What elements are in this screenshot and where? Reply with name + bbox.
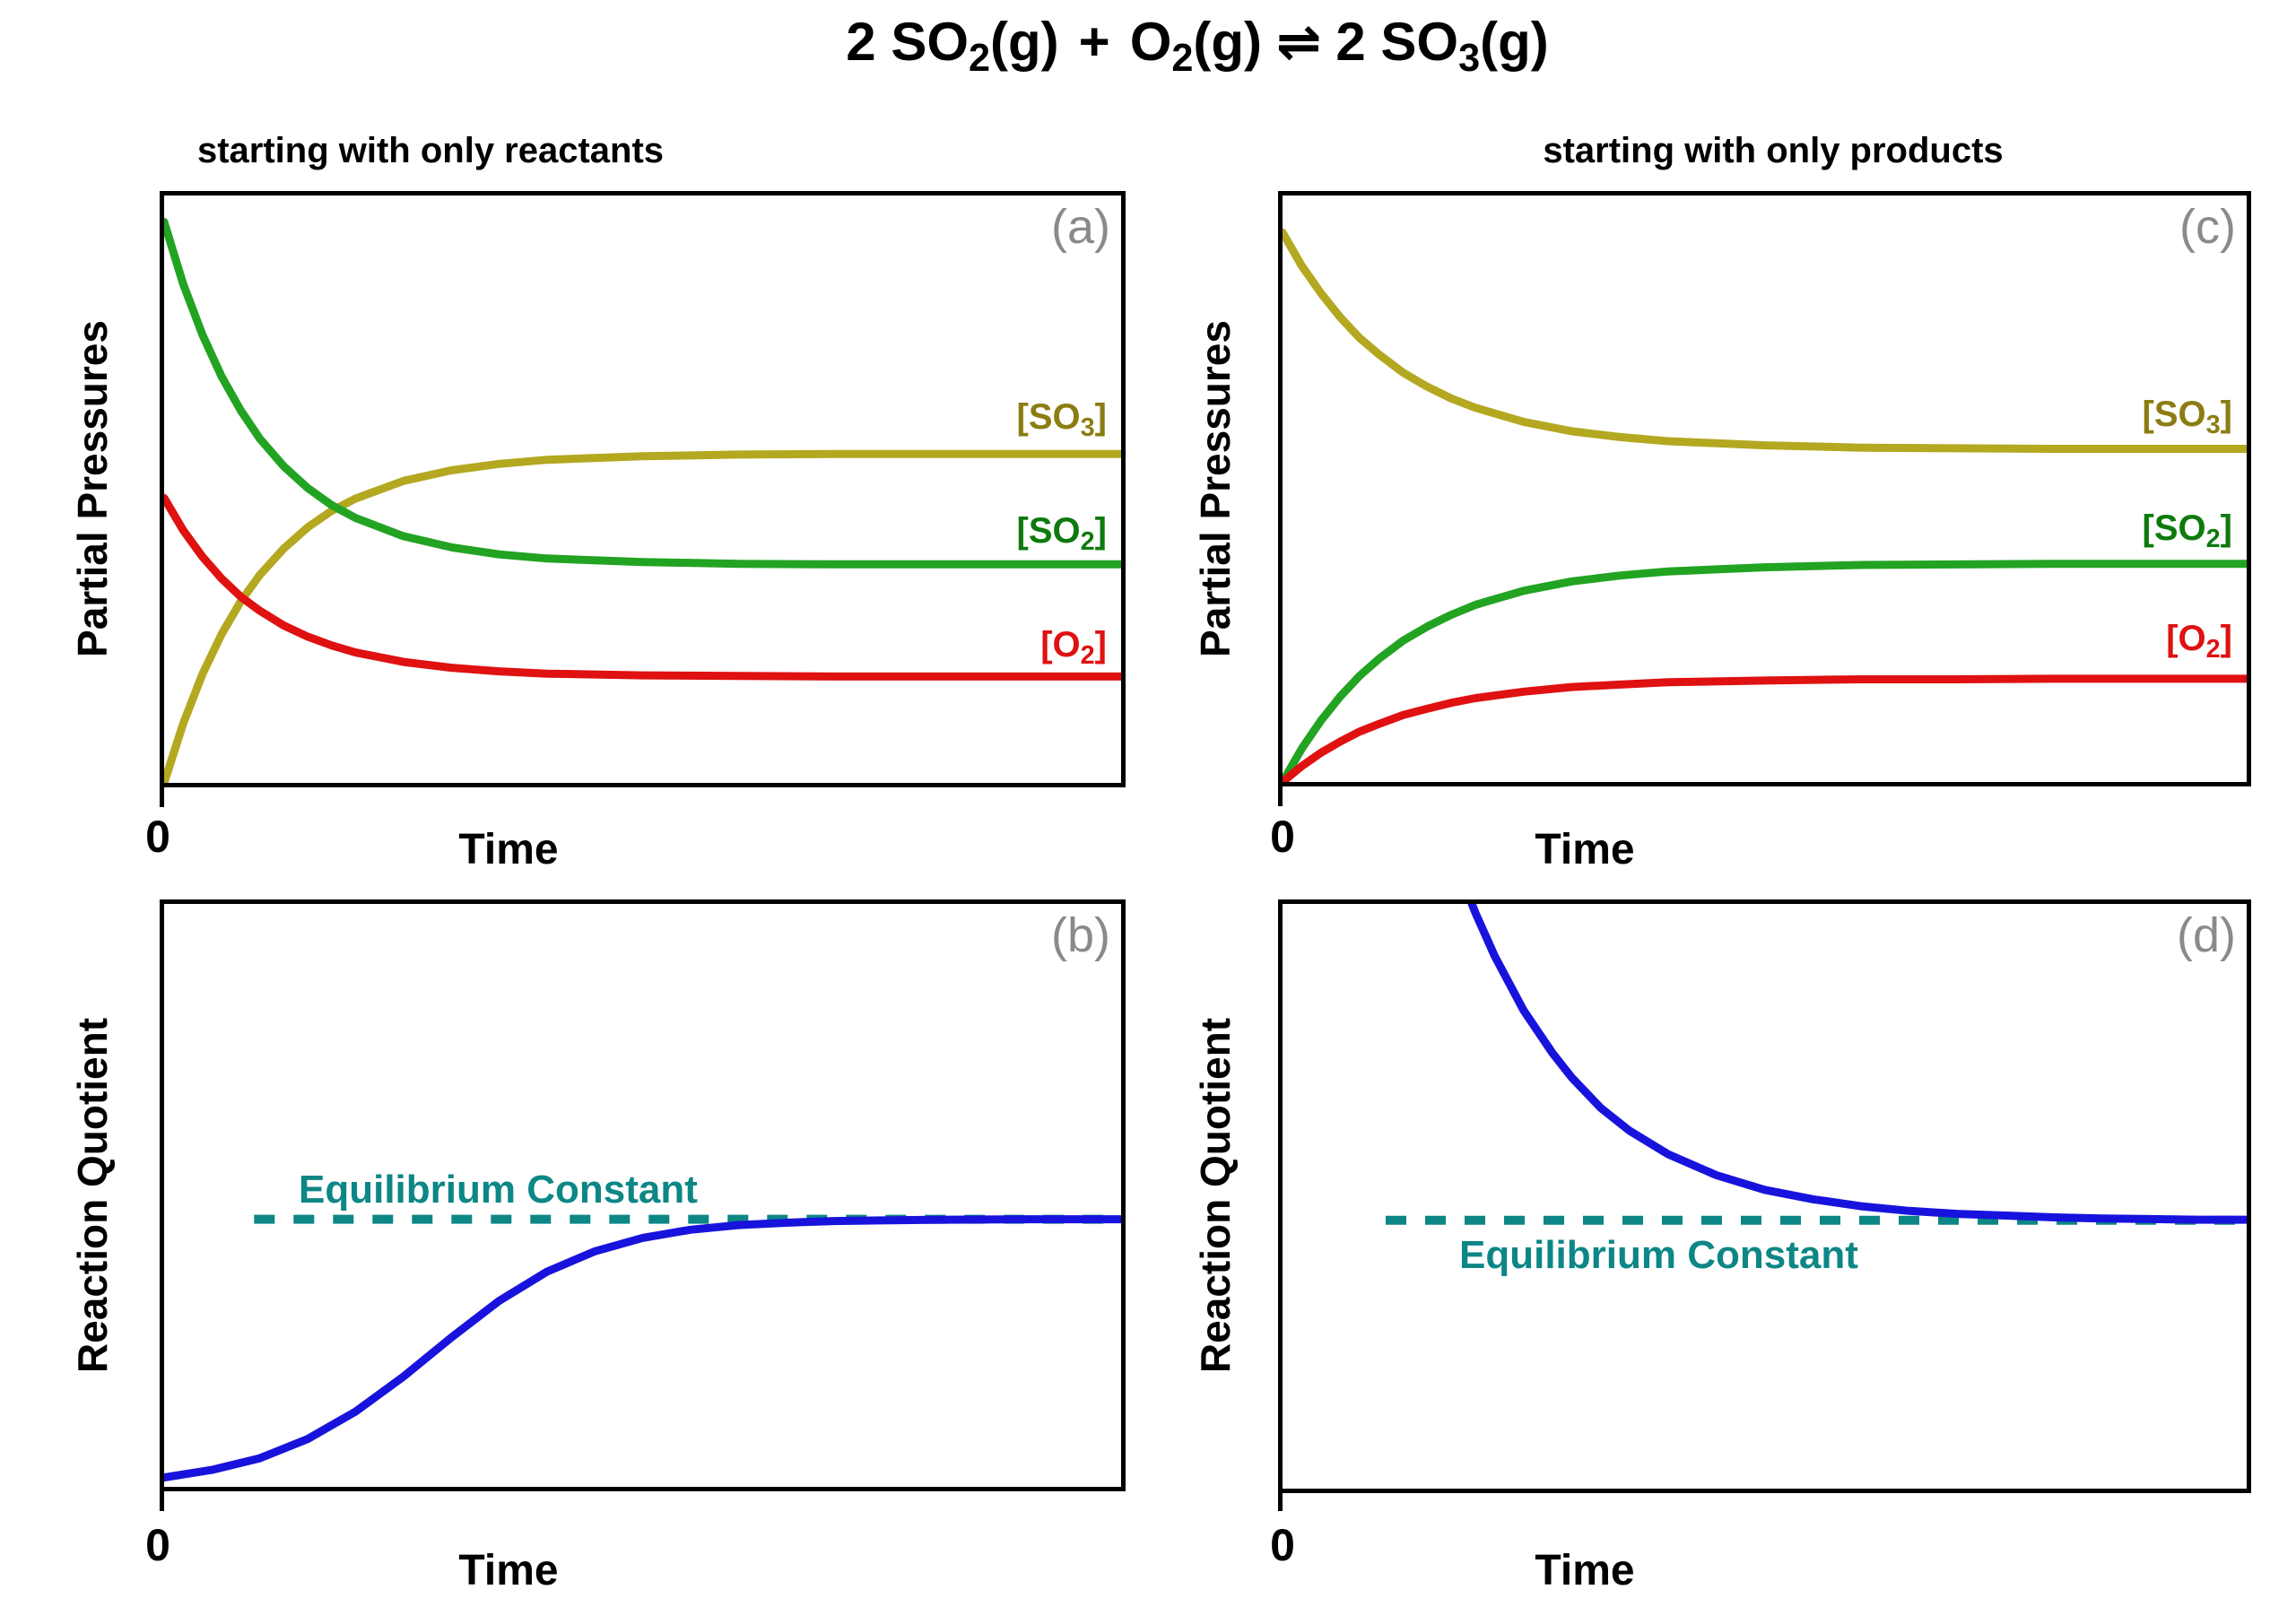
column-title-reactants: starting with only reactants xyxy=(196,131,665,170)
curve-label-text: ] xyxy=(1094,397,1107,437)
panel-marker-c: (c) xyxy=(2179,200,2236,254)
x-axis-origin-tick xyxy=(1278,1490,1283,1511)
curve-label-text: [SO xyxy=(1016,511,1081,551)
curve-label-so3: [SO3] xyxy=(1016,397,1107,440)
curve-label-text: [SO xyxy=(2142,395,2206,434)
plot-b-canvas xyxy=(164,1214,1121,1482)
curve-label-subscript: 3 xyxy=(1080,413,1095,443)
curve-label-text: ] xyxy=(2220,619,2232,658)
x-axis-origin-label: 0 xyxy=(145,1520,170,1570)
curve-label-o2: [O2] xyxy=(1040,625,1107,668)
x-axis-origin-label: 0 xyxy=(1270,812,1295,862)
panel-marker-b: (b) xyxy=(1051,908,1110,962)
equilibrium-constant-label: Equilibrium Constant xyxy=(1459,1233,1858,1277)
equation-term: (g) xyxy=(1480,12,1549,72)
x-axis-origin-tick xyxy=(1278,785,1283,806)
plot-d-canvas xyxy=(1386,904,2247,1225)
so2-curve xyxy=(164,218,1121,569)
x-axis-label-time: Time xyxy=(458,1547,559,1594)
reaction-equation: 2 SO2(g) + O2(g) ⇌ 2 SO3(g) xyxy=(846,11,1549,78)
equilibrium-arrows-icon: ⇌ xyxy=(1276,12,1322,72)
curve-label-text: [SO xyxy=(1016,397,1081,437)
equation-term: (g) xyxy=(1193,12,1263,72)
equation-term: 2 SO xyxy=(1335,12,1459,72)
equation-term: O xyxy=(1129,12,1172,72)
y-axis-label-reaction-quotient-right: Reaction Quotient xyxy=(1192,1017,1239,1374)
curve-label-text: [SO xyxy=(2142,508,2206,548)
x-axis-origin-tick xyxy=(160,1490,164,1511)
curve-label-text: ] xyxy=(2220,395,2232,434)
equation-term: 2 SO xyxy=(846,12,970,72)
column-title-products: starting with only products xyxy=(1543,131,2004,170)
y-axis-label-partial-pressures-left: Partial Pressures xyxy=(69,320,116,657)
x-axis-origin-tick xyxy=(160,786,164,807)
x-axis-label-time: Time xyxy=(458,826,559,873)
curve-label-subscript: 2 xyxy=(1080,641,1095,671)
plot-panel-c: (c) [SO3] [SO2] [O2] xyxy=(1278,191,2251,786)
panel-marker-a: (a) xyxy=(1051,200,1110,254)
curve-label-subscript: 2 xyxy=(2205,635,2221,665)
plot-panel-a: (a) [SO3] [SO2] [O2] xyxy=(160,191,1126,787)
plot-panel-b: (b) Equilibrium Constant xyxy=(160,899,1126,1491)
x-axis-label-time: Time xyxy=(1535,1547,1635,1594)
y-axis-label-reaction-quotient-left: Reaction Quotient xyxy=(69,1017,116,1374)
curve-label-so3: [SO3] xyxy=(2142,395,2232,438)
curve-label-subscript: 2 xyxy=(1080,527,1095,557)
equation-subscript: 2 xyxy=(969,37,991,81)
curve-label-text: ] xyxy=(1094,511,1107,551)
q-curve xyxy=(1467,904,2247,1224)
q-curve xyxy=(164,1215,1121,1482)
curve-label-o2: [O2] xyxy=(2166,619,2232,662)
equilibrium-constant-label: Equilibrium Constant xyxy=(299,1168,698,1212)
curve-label-text: [O xyxy=(1040,625,1081,665)
so3-curve xyxy=(1283,228,2247,453)
o2-curve xyxy=(1283,674,2247,782)
equation-subscript: 3 xyxy=(1458,37,1481,81)
plot-panel-d: (d) Equilibrium Constant xyxy=(1278,899,2251,1493)
curve-label-so2: [SO2] xyxy=(2142,508,2232,552)
x-axis-origin-label: 0 xyxy=(145,812,170,862)
x-axis-origin-label: 0 xyxy=(1270,1520,1295,1570)
equation-term: (g) xyxy=(990,12,1059,72)
curve-label-so2: [SO2] xyxy=(1016,511,1107,554)
so3-curve xyxy=(164,449,1121,783)
curve-label-text: ] xyxy=(2220,508,2232,548)
so2-curve xyxy=(1283,560,2247,782)
equation-subscript: 2 xyxy=(1171,37,1194,81)
plus-sign: + xyxy=(1078,12,1110,72)
curve-label-subscript: 3 xyxy=(2205,411,2221,440)
x-axis-label-time: Time xyxy=(1535,826,1635,873)
curve-label-text: ] xyxy=(1094,625,1107,665)
y-axis-label-partial-pressures-right: Partial Pressures xyxy=(1192,320,1239,657)
panel-marker-d: (d) xyxy=(2177,908,2236,962)
o2-curve xyxy=(164,493,1121,681)
plot-a-canvas xyxy=(164,218,1121,783)
plot-c-canvas xyxy=(1283,228,2247,782)
curve-label-text: [O xyxy=(2166,619,2206,658)
curve-label-subscript: 2 xyxy=(2205,525,2221,554)
